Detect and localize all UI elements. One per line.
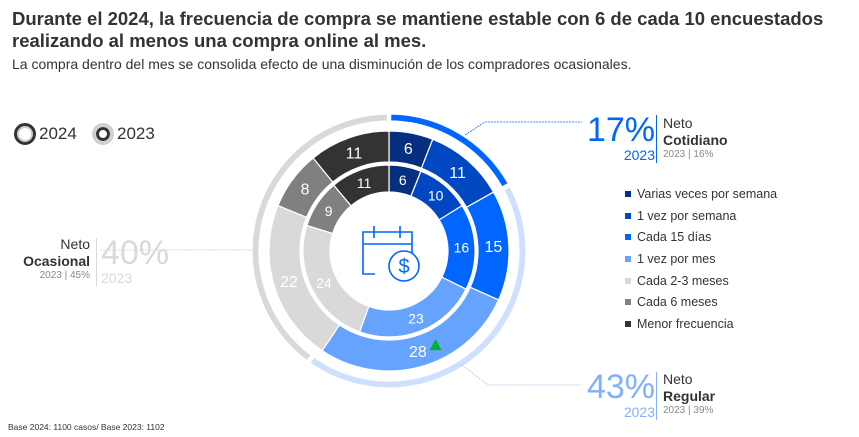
- legend-label: 2024: [39, 124, 77, 143]
- prev: 2023 | 45%: [39, 270, 90, 281]
- cotidiano-value: 17% 2023: [585, 113, 655, 163]
- legend-label: Cada 2-3 meses: [637, 273, 729, 288]
- regular-value: 43% 2023: [585, 370, 655, 420]
- group-arc-ocasional: [251, 113, 388, 362]
- group-arc-cotidiano: [390, 113, 510, 188]
- data-label: 10: [428, 188, 444, 204]
- data-label: 23: [408, 310, 424, 326]
- neto: Neto: [663, 115, 693, 131]
- legend-label: 1 vez por mes: [637, 251, 716, 266]
- legend-swatch: [625, 255, 631, 262]
- data-label: 11: [357, 175, 372, 191]
- legend-label: 1 vez por semana: [637, 208, 737, 223]
- calendar-dollar-icon: $: [362, 226, 420, 282]
- legend-item: Cada 2-3 meses: [625, 270, 777, 292]
- legend-item: 1 vez por semana: [625, 205, 777, 227]
- data-label: 6: [404, 141, 413, 158]
- ocasional-label: Neto Ocasional 2023 | 45%: [10, 236, 90, 281]
- neto: Neto: [663, 371, 693, 387]
- data-label: 15: [484, 239, 502, 256]
- legend-swatch: [625, 320, 631, 327]
- increase-triangle-icon: [429, 339, 442, 351]
- regular-label: Neto Regular 2023 | 39%: [663, 371, 715, 416]
- legend-item: Cada 6 meses: [625, 291, 777, 313]
- ocasional-pct: 40%: [101, 234, 170, 272]
- legend-item: Menor frecuencia: [625, 313, 777, 335]
- data-label: 22: [280, 274, 298, 291]
- ocasional-value: 40% 2023: [101, 236, 169, 286]
- cotidiano-year: 2023: [623, 147, 655, 163]
- regular-year: 2023: [623, 404, 655, 420]
- legend-2024: 2024: [14, 123, 77, 145]
- data-label: 11: [449, 165, 466, 182]
- data-label: 9: [325, 203, 333, 219]
- svg-text:$: $: [398, 256, 409, 278]
- legend-swatch: [625, 190, 631, 197]
- legend-item: 1 vez por mes: [625, 248, 777, 270]
- cotidiano-leader-line: [464, 121, 582, 136]
- data-label: 11: [346, 145, 363, 162]
- slice-2023-6: [332, 164, 390, 207]
- legend-label: Varias veces por semana: [637, 186, 778, 201]
- cotidiano-label: Neto Cotidiano 2023 | 16%: [663, 115, 728, 160]
- legend-swatch: [625, 299, 631, 306]
- slice-2024-6: [312, 130, 390, 183]
- chart-subtitle: La compra dentro del mes se consolida ef…: [12, 56, 632, 72]
- ring-2024-icon: [14, 123, 36, 145]
- legend-item: Cada 15 días: [625, 226, 777, 248]
- legend-2023: 2023: [92, 123, 155, 145]
- group-arc-regular: [309, 185, 527, 389]
- regular-pct: 43%: [586, 368, 655, 406]
- legend-label: Menor frecuencia: [637, 316, 734, 331]
- legend-label: Cada 15 días: [637, 230, 712, 245]
- group-name: Cotidiano: [663, 132, 728, 148]
- legend-swatch: [625, 212, 631, 219]
- legend-label: Cada 6 meses: [637, 295, 718, 310]
- group-name: Regular: [663, 388, 716, 404]
- legend-item: Varias veces por semana: [625, 183, 777, 205]
- category-legend: Varias veces por semana 1 vez por semana C…: [625, 183, 777, 335]
- data-label: 28: [409, 344, 427, 361]
- group-name: Ocasional: [23, 253, 90, 269]
- chart-title: Durante el 2024, la frecuencia de compra…: [12, 8, 824, 51]
- prev: 2023 | 39%: [663, 405, 714, 416]
- ring-2023-icon: [92, 123, 114, 145]
- data-label: 8: [301, 182, 310, 199]
- data-label: 24: [316, 275, 332, 291]
- legend-swatch: [625, 277, 631, 284]
- prev: 2023 | 16%: [663, 149, 714, 160]
- legend-swatch: [625, 234, 631, 241]
- data-label: 16: [454, 240, 470, 256]
- cotidiano-pct: 17%: [586, 111, 655, 149]
- source-note: Base 2024: 1100 casos/ Base 2023: 1102: [8, 422, 165, 432]
- ocasional-year: 2023: [101, 270, 133, 286]
- legend-label: 2023: [117, 124, 155, 143]
- neto: Neto: [60, 236, 90, 252]
- regular-leader-line: [461, 364, 582, 386]
- data-label: 6: [399, 172, 407, 188]
